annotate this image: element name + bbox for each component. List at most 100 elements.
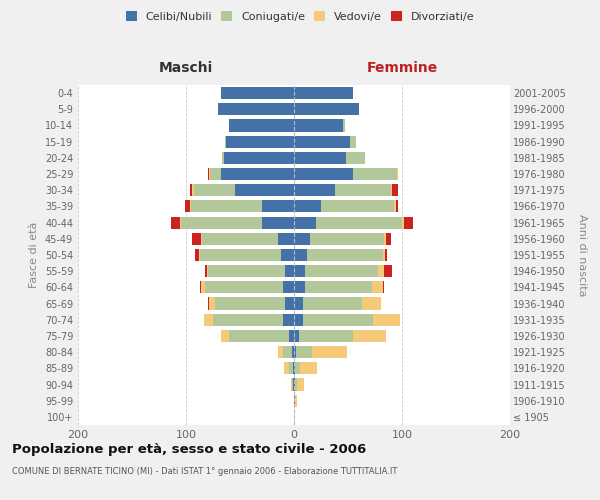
Bar — [206, 265, 208, 278]
Bar — [392, 184, 398, 196]
Bar — [191, 200, 262, 212]
Bar — [346, 152, 365, 164]
Bar — [205, 282, 283, 294]
Bar — [294, 282, 305, 294]
Bar — [294, 216, 316, 228]
Bar — [215, 298, 286, 310]
Bar — [383, 232, 386, 245]
Bar — [262, 200, 294, 212]
Bar — [209, 168, 210, 180]
Bar — [289, 330, 294, 342]
Bar — [294, 394, 295, 407]
Bar — [378, 265, 383, 278]
Bar — [383, 249, 385, 261]
Bar — [301, 362, 317, 374]
Bar — [294, 249, 307, 261]
Bar — [294, 265, 305, 278]
Bar — [283, 314, 294, 326]
Bar — [209, 298, 215, 310]
Bar — [292, 346, 294, 358]
Bar — [286, 298, 294, 310]
Bar — [185, 200, 190, 212]
Bar — [307, 249, 383, 261]
Bar — [383, 265, 392, 278]
Text: Maschi: Maschi — [159, 61, 213, 75]
Bar — [294, 120, 343, 132]
Bar — [226, 136, 294, 147]
Bar — [294, 184, 335, 196]
Bar — [294, 314, 302, 326]
Bar — [372, 282, 383, 294]
Bar — [179, 216, 181, 228]
Bar — [310, 232, 383, 245]
Bar — [294, 103, 359, 116]
Bar — [194, 184, 235, 196]
Bar — [294, 298, 302, 310]
Bar — [262, 216, 294, 228]
Bar — [281, 249, 294, 261]
Legend: Celibi/Nubili, Coniugati/e, Vedovi/e, Divorziati/e: Celibi/Nubili, Coniugati/e, Vedovi/e, Di… — [122, 8, 478, 25]
Bar — [278, 346, 283, 358]
Y-axis label: Fasce di età: Fasce di età — [29, 222, 39, 288]
Bar — [210, 168, 221, 180]
Bar — [193, 232, 201, 245]
Bar — [305, 282, 372, 294]
Bar — [221, 168, 294, 180]
Bar — [229, 330, 289, 342]
Bar — [302, 298, 362, 310]
Bar — [205, 314, 213, 326]
Bar — [208, 265, 286, 278]
Bar — [385, 249, 387, 261]
Bar — [394, 200, 395, 212]
Bar — [294, 378, 295, 390]
Bar — [294, 136, 350, 147]
Bar — [294, 330, 299, 342]
Bar — [235, 184, 294, 196]
Y-axis label: Anni di nascita: Anni di nascita — [577, 214, 587, 296]
Bar — [321, 200, 394, 212]
Bar — [208, 298, 209, 310]
Bar — [402, 216, 404, 228]
Bar — [213, 314, 283, 326]
Bar — [350, 136, 356, 147]
Bar — [229, 120, 294, 132]
Bar — [190, 200, 191, 212]
Bar — [294, 200, 321, 212]
Bar — [194, 249, 199, 261]
Bar — [362, 298, 382, 310]
Bar — [283, 346, 292, 358]
Bar — [221, 152, 224, 164]
Bar — [190, 184, 193, 196]
Bar — [289, 362, 293, 374]
Bar — [386, 232, 391, 245]
Bar — [373, 314, 400, 326]
Bar — [353, 168, 397, 180]
Text: Femmine: Femmine — [367, 61, 437, 75]
Bar — [293, 362, 294, 374]
Bar — [395, 200, 398, 212]
Bar — [199, 249, 200, 261]
Bar — [291, 378, 292, 390]
Bar — [292, 378, 293, 390]
Bar — [302, 314, 373, 326]
Bar — [225, 136, 226, 147]
Text: Popolazione per età, sesso e stato civile - 2006: Popolazione per età, sesso e stato civil… — [12, 442, 366, 456]
Bar — [218, 103, 294, 116]
Bar — [297, 378, 304, 390]
Bar — [283, 282, 294, 294]
Bar — [294, 232, 310, 245]
Bar — [296, 346, 313, 358]
Bar — [294, 152, 346, 164]
Bar — [171, 216, 179, 228]
Bar — [353, 330, 386, 342]
Bar — [293, 378, 294, 390]
Bar — [295, 378, 297, 390]
Bar — [284, 362, 289, 374]
Bar — [305, 265, 378, 278]
Bar — [295, 362, 301, 374]
Bar — [294, 346, 296, 358]
Bar — [224, 152, 294, 164]
Bar — [286, 265, 294, 278]
Bar — [313, 346, 347, 358]
Bar — [221, 87, 294, 99]
